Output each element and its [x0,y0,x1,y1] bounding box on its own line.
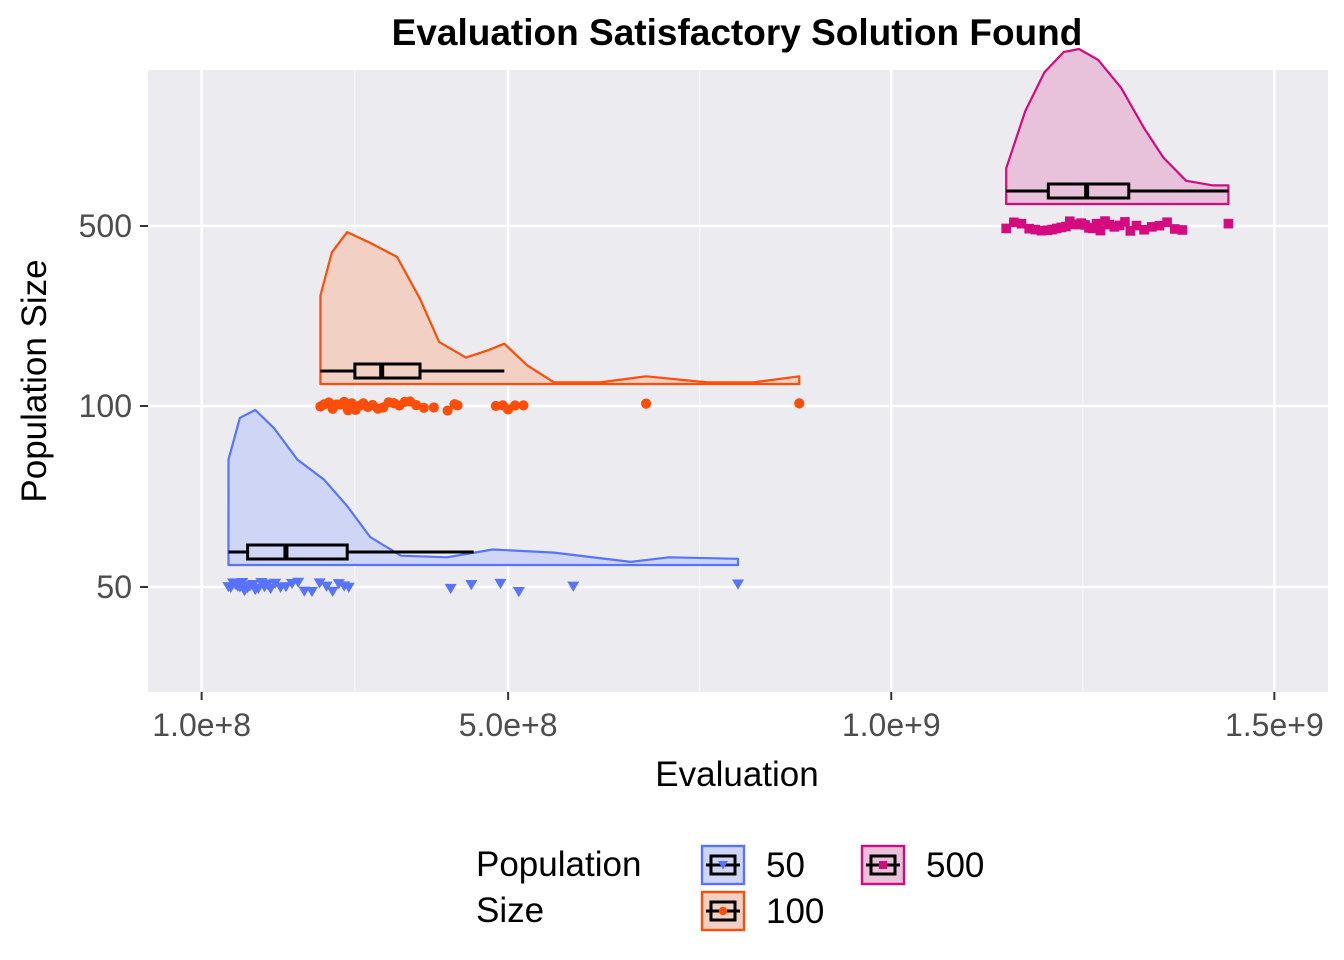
data-point [732,579,744,590]
legend-title-line-1: Population [476,845,641,884]
data-point [1114,220,1125,231]
data-point [1109,222,1120,232]
data-point [1120,217,1130,227]
data-point [1125,226,1136,236]
data-point [1177,225,1188,235]
data-point [1154,220,1165,231]
x-axis-title: Evaluation [655,755,818,794]
data-point [794,398,805,409]
data-point [1091,218,1102,229]
data-point [1030,224,1041,235]
density-cloud [227,408,740,567]
data-point [1139,224,1149,235]
data-point [452,400,463,411]
data-point [1001,223,1011,234]
series-500 [1001,47,1234,236]
y-tick-label: 100 [79,388,132,424]
legend-key-500: 500 [860,844,984,886]
data-point [320,581,333,592]
data-point [411,400,422,411]
data-point [640,398,652,409]
data-point [1131,220,1142,231]
data-point [1169,224,1180,234]
series-100 [315,231,805,416]
data-point [1061,221,1071,232]
legend-label: 500 [926,846,984,885]
x-tick-label: 1.0e+8 [152,707,251,743]
legend-label: 50 [766,846,805,885]
axes: 1.0e+8 5.0e+8 1.0e+9 1.5e+9 50 100 500 [79,208,1324,743]
legend-marker [718,906,728,916]
data-point [1146,222,1157,232]
data-point [1016,218,1027,229]
data-point [342,582,355,593]
density-cloud [319,231,801,386]
data-point [442,405,453,416]
legend-box [709,900,737,922]
legend-box [709,854,737,876]
data-point [1095,225,1106,236]
density-cloud [1005,47,1230,206]
legend-marker [879,861,887,869]
legend-box [869,854,897,876]
data-point [465,580,478,591]
data-point [1162,217,1172,228]
legend-marker [718,861,728,870]
data-point [512,587,525,598]
x-tick-label: 5.0e+8 [459,707,558,743]
data-point [326,586,339,597]
box-iqr [353,362,422,380]
legend-key-50: 50 [700,844,805,886]
series-layer [222,47,1234,598]
data-point [305,586,318,598]
series-50 [222,408,744,598]
data-point [1009,217,1019,228]
data-point [494,578,507,590]
data-point [292,577,305,588]
data-point [264,583,277,595]
data-point [1024,223,1034,234]
legend-title-line-2: Size [476,891,544,930]
data-point [339,396,350,407]
data-point [444,583,457,595]
data-point [279,582,292,593]
chart-title: Evaluation Satisfactory Solution Found [392,12,1083,53]
data-point [313,578,326,589]
data-point [518,400,529,411]
data-point [1036,225,1047,236]
legend: Population Size 50 100 500 [476,844,984,932]
data-point [418,402,429,413]
y-axis-title: Population Size [15,259,54,502]
data-point [509,400,521,411]
y-tick-label: 50 [96,569,132,605]
legend-key-100: 100 [700,890,824,932]
data-point [428,402,439,413]
data-point [567,581,580,592]
data-point [1223,218,1234,229]
x-tick-label: 1.5e+9 [1225,707,1324,743]
box-iqr [246,543,349,561]
y-tick-label: 500 [79,208,132,244]
x-tick-label: 1.0e+9 [842,707,941,743]
legend-label: 100 [766,892,824,931]
data-point [236,577,249,589]
